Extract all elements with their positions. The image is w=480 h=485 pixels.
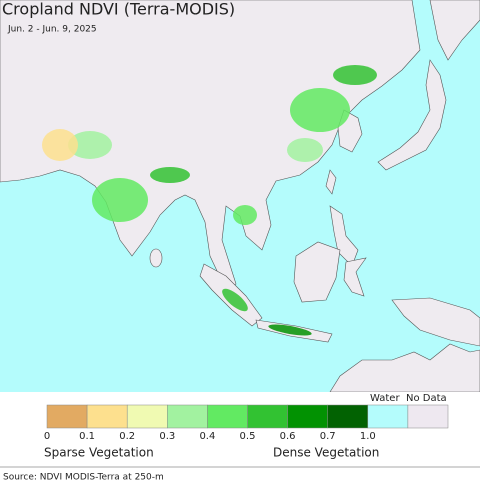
vegetation [233,205,257,225]
low-label: Sparse Vegetation [44,446,154,460]
legend-tick-label: 1.0 [360,431,376,442]
vegetation [333,65,377,85]
legend-swatch [207,404,248,429]
legend-swatch [327,404,369,429]
source: Source: NDVI MODIS-Terra at 250-m [3,473,164,483]
title: Cropland NDVI (Terra-MODIS) [2,0,235,19]
vegetation [150,167,190,183]
legend-tick-label: 0.2 [119,431,135,442]
japan [377,59,447,171]
legend-swatch [126,404,168,429]
vegetation [268,324,312,336]
vegetation [68,131,112,159]
legend-swatch [167,404,208,429]
legend-tick-label: 0.5 [240,431,256,442]
legend-tick-label: 0.3 [159,431,175,442]
legend-swatch [247,404,288,429]
legend-tick-label: 0.1 [79,431,95,442]
water-swatch [367,404,409,429]
legend-swatch [287,404,328,429]
legend-swatch [46,404,88,429]
sri-lanka [149,248,163,268]
sulawesi [343,257,367,297]
legend-tick-label: 0.4 [199,431,215,442]
high-label: Dense Vegetation [273,446,379,460]
legend-swatch [86,404,128,429]
australia [329,343,480,393]
kamchatka [429,0,480,61]
vegetation [92,178,148,222]
no-data-label: No Data [406,393,447,404]
legend-tick-label: 0.7 [320,431,336,442]
water-label: Water [370,393,400,404]
vegetation [287,138,323,162]
subtitle: Jun. 2 - Jun. 9, 2025 [7,25,97,35]
legend-tick-label: 0.6 [280,431,296,442]
vegetation [290,88,350,132]
philippines [329,205,359,267]
map [0,0,480,393]
vegetation [222,288,248,312]
legend: Water No Data Sparse Vegetation Dense Ve… [44,393,449,460]
no-data-swatch [407,404,449,429]
legend-tick-label: 0 [44,431,50,442]
new-guinea [391,297,480,347]
borneo [293,241,341,303]
vegetation [42,129,78,161]
taiwan [325,169,337,195]
